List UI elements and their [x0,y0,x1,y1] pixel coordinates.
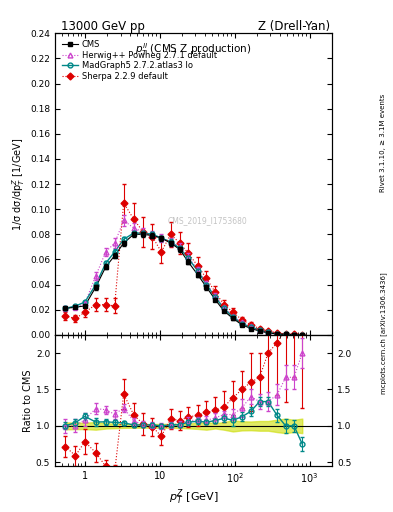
Text: CMS_2019_I1753680: CMS_2019_I1753680 [167,216,247,225]
Text: Rivet 3.1.10, ≥ 3.1M events: Rivet 3.1.10, ≥ 3.1M events [380,94,386,193]
Y-axis label: Ratio to CMS: Ratio to CMS [23,369,33,432]
X-axis label: $p_T^Z$ [GeV]: $p_T^Z$ [GeV] [169,487,219,507]
Text: mcplots.cern.ch [arXiv:1306.3436]: mcplots.cern.ch [arXiv:1306.3436] [380,272,387,394]
Text: $p_T^{ll}$ (CMS Z production): $p_T^{ll}$ (CMS Z production) [136,41,252,58]
Text: 13000 GeV pp: 13000 GeV pp [61,20,145,33]
Legend: CMS, Herwig++ Powheg 2.7.1 default, MadGraph5 2.7.2.atlas3 lo, Sherpa 2.2.9 defa: CMS, Herwig++ Powheg 2.7.1 default, MadG… [59,37,219,83]
Y-axis label: 1/σ dσ/dp$_{T}^{Z}$ [1/GeV]: 1/σ dσ/dp$_{T}^{Z}$ [1/GeV] [11,137,27,231]
Text: Z (Drell-Yan): Z (Drell-Yan) [258,20,330,33]
